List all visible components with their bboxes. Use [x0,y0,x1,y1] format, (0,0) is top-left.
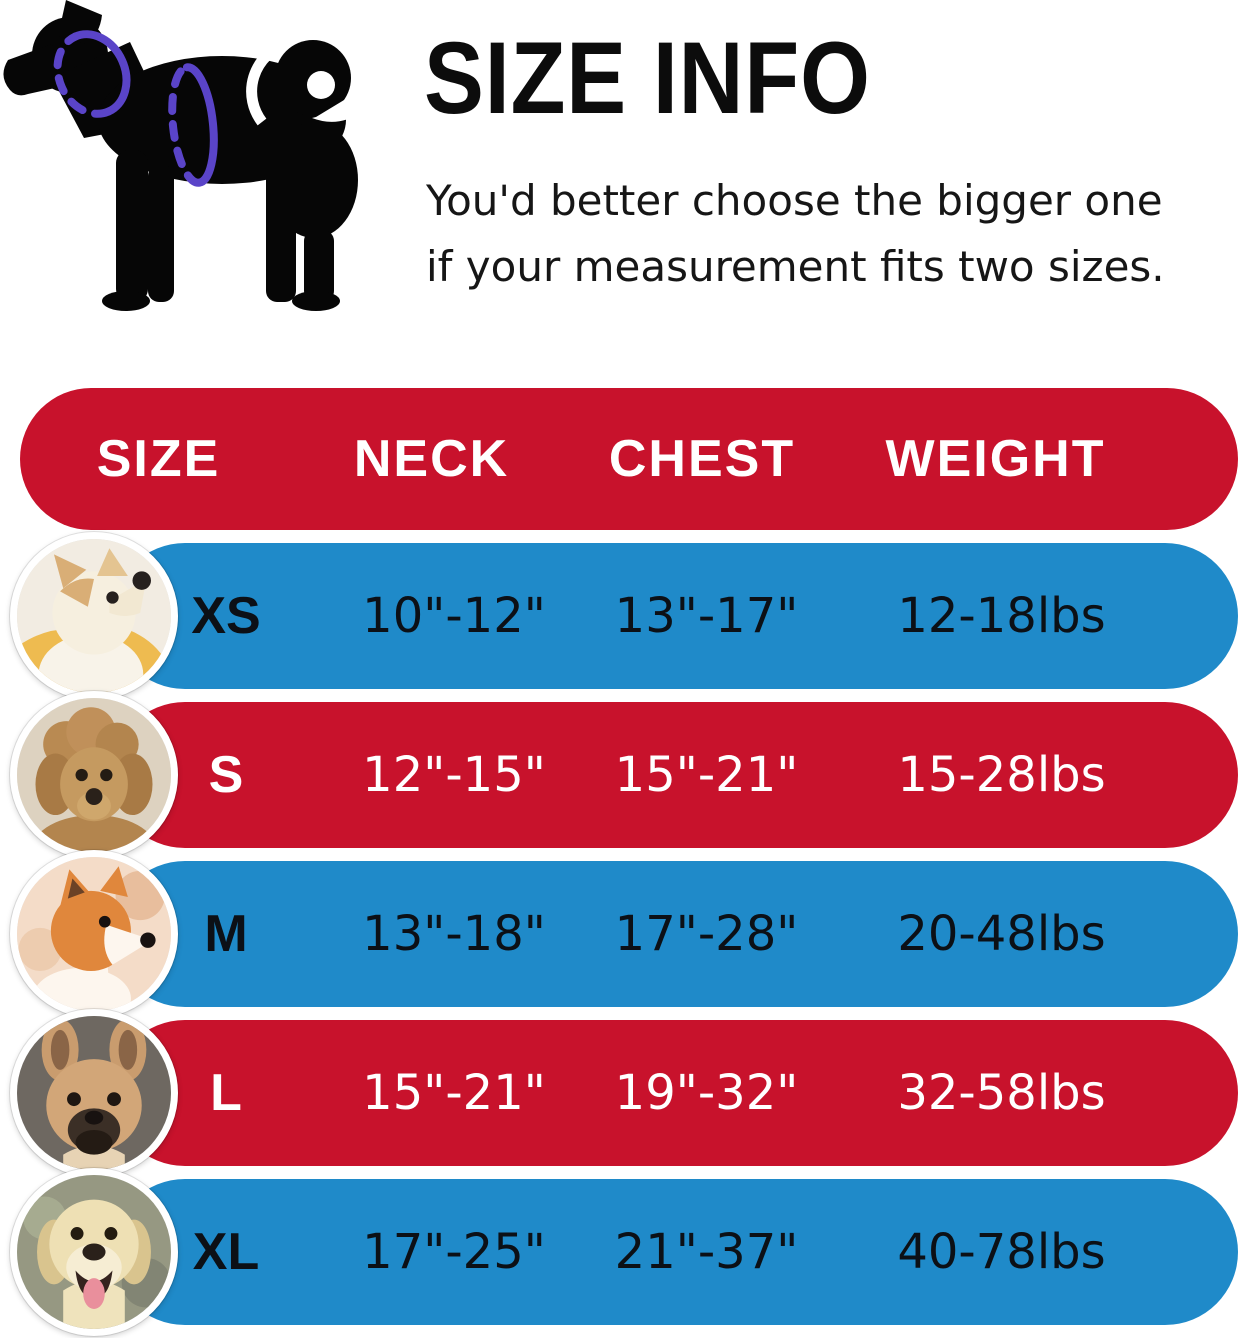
top-section: SIZE INFO You'd better choose the bigger… [0,0,1248,388]
weight-cell: 20-48lbs [897,906,1106,962]
labrador-photo [10,1168,178,1336]
column-header-size: SIZE [96,430,221,488]
table-row-m: M 13"-18" 17"-28" 20-48lbs [0,850,1248,1018]
neck-cell: 17"-25" [362,1224,546,1280]
table-row-l: L 15"-21" 19"-32" 32-58lbs [0,1009,1248,1177]
dog-silhouette-icon [3,0,362,311]
column-header-weight: WEIGHT [885,430,1106,488]
chest-cell: 19"-32" [614,1065,799,1121]
neck-cell: 15"-21" [362,1065,546,1121]
neck-cell: 13"-18" [362,906,546,962]
subtitle: You'd better choose the bigger one if yo… [426,168,1165,300]
size-cell: S [208,746,244,804]
dog-measurement-diagram [0,0,440,340]
weight-cell: 15-28lbs [897,747,1106,803]
table-row-xs: XS 10"-12" 13"-17" 12-18lbs [0,532,1248,700]
weight-cell: 40-78lbs [897,1224,1106,1280]
size-cell: XL [192,1223,260,1281]
subtitle-line-1: You'd better choose the bigger one [426,176,1163,225]
neck-measure-ring [53,30,131,118]
size-cell: XS [191,587,261,645]
chest-cell: 15"-21" [614,747,799,803]
neck-cell: 12"-15" [362,747,546,803]
weight-cell: 12-18lbs [897,588,1106,644]
chest-cell: 21"-37" [614,1224,799,1280]
page-title: SIZE INFO [424,21,871,135]
toy-poodle-photo [10,691,178,859]
subtitle-line-2: if your measurement fits two sizes. [426,242,1165,291]
column-header-chest: CHEST [608,430,796,488]
shiba-inu-photo [10,850,178,1018]
weight-cell: 32-58lbs [897,1065,1106,1121]
size-cell: M [204,905,248,963]
size-table: XS 10"-12" 13"-17" 12-18lbs S [0,532,1248,1338]
column-header-neck: NECK [353,430,510,488]
french-bulldog-photo [10,1009,178,1177]
size-cell: L [210,1064,242,1122]
table-row-xl: XL 17"-25" 21"-37" 40-78lbs [0,1168,1248,1336]
table-row-s: S 12"-15" 15"-21" 15-28lbs [0,691,1248,859]
chest-cell: 13"-17" [614,588,799,644]
chest-cell: 17"-28" [614,906,799,962]
neck-cell: 10"-12" [362,588,546,644]
chest-measure-ring [168,63,218,187]
table-header-row: SIZE NECK CHEST WEIGHT [20,388,1238,530]
pomeranian-puppy-photo [10,532,178,700]
